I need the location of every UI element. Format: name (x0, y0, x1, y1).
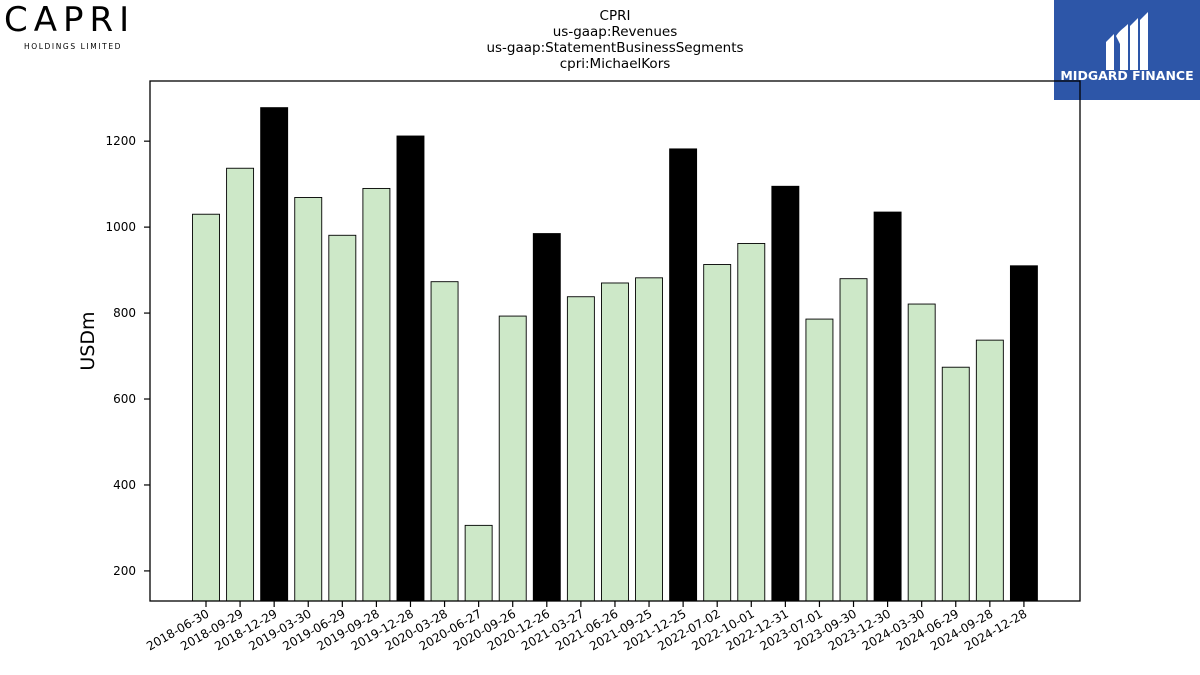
bar (907, 303, 936, 602)
bar-highlight (669, 148, 698, 602)
midgard-emblem-icon (1106, 12, 1148, 70)
bar (362, 187, 391, 602)
midgard-finance-logo: MIDGARD FINANCE (1054, 0, 1200, 100)
bar (737, 242, 766, 602)
bar (294, 197, 323, 602)
y-tick-label: 1200 (105, 134, 136, 148)
bar-highlight (532, 233, 561, 602)
bar (464, 524, 493, 602)
y-axis: 200 400 600 800 1000 1200 (105, 134, 150, 578)
capri-logo-subtitle: HOLDINGS LIMITED (24, 42, 123, 51)
bar (805, 318, 834, 602)
y-axis-title: USDm (77, 311, 99, 370)
bar (703, 264, 732, 602)
bar (192, 213, 220, 602)
chart-title-line: CPRI (600, 8, 631, 24)
bar (941, 366, 970, 602)
chart-title-line: us-gaap:Revenues (553, 24, 678, 40)
chart-title-line: cpri:MichaelKors (560, 56, 671, 72)
bar-highlight (771, 185, 800, 602)
chart-title: CPRIus-gaap:Revenuesus-gaap:StatementBus… (486, 8, 743, 72)
bar (975, 339, 1004, 602)
bar-highlight (396, 135, 425, 602)
bar-highlight (1009, 265, 1038, 602)
y-tick-label: 800 (113, 306, 136, 320)
bar (328, 234, 357, 602)
chart-title-line: us-gaap:StatementBusinessSegments (486, 40, 743, 56)
capri-logo: CAPRI HOLDINGS LIMITED (4, 2, 154, 54)
bar (601, 282, 629, 602)
bar (226, 167, 255, 602)
bar-highlight (260, 107, 289, 602)
y-tick-label: 200 (113, 564, 136, 578)
bar (635, 277, 663, 602)
bar (839, 278, 868, 602)
y-tick-label: 600 (113, 392, 136, 406)
bar (566, 296, 595, 602)
capri-logo-wordmark: CAPRI (4, 0, 136, 40)
y-tick-label: 400 (113, 478, 136, 492)
bar-highlight (873, 211, 902, 602)
midgard-logo-text: MIDGARD FINANCE (1060, 68, 1194, 83)
x-axis: 2018-06-302018-09-292018-12-292019-03-30… (144, 601, 1029, 653)
y-tick-label: 1000 (105, 220, 136, 234)
bar (498, 315, 527, 602)
bar (430, 281, 459, 602)
bars-group (192, 107, 1038, 602)
